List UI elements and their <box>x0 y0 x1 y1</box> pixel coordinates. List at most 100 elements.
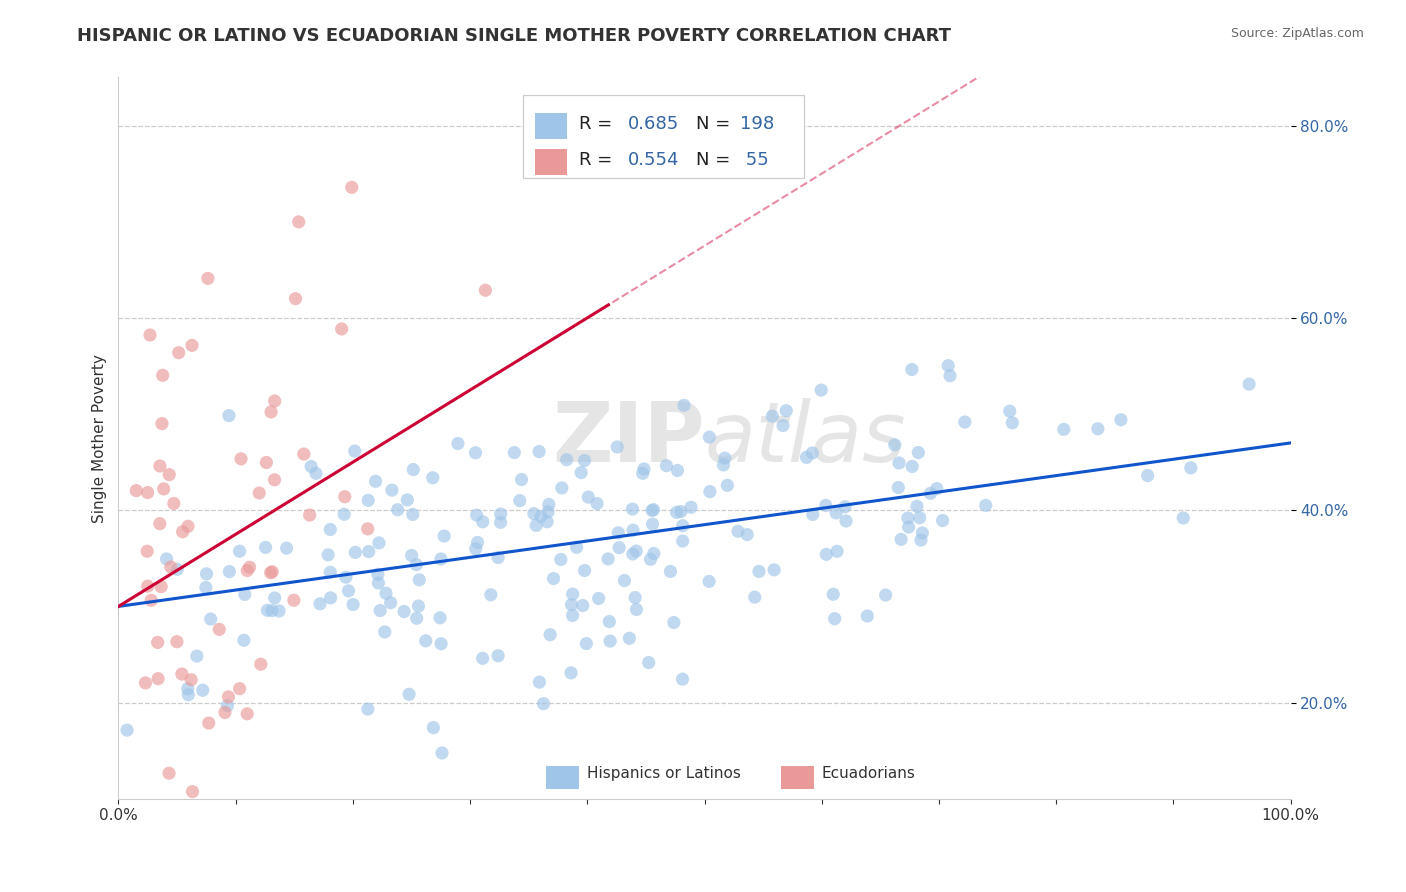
Text: Source: ZipAtlas.com: Source: ZipAtlas.com <box>1230 27 1364 40</box>
Point <box>330 322 353 336</box>
Point <box>908 510 931 524</box>
Text: Hispanics or Latinos: Hispanics or Latinos <box>588 766 741 781</box>
Point <box>218 565 240 579</box>
Point <box>422 471 444 485</box>
Point <box>655 458 678 473</box>
Point <box>671 672 693 686</box>
Point <box>233 587 256 601</box>
Point <box>408 599 430 613</box>
Point <box>208 623 231 637</box>
Point <box>887 456 910 470</box>
Point <box>319 566 342 580</box>
Point <box>1087 422 1109 436</box>
Point <box>387 502 409 516</box>
Point <box>260 566 283 580</box>
Point <box>939 368 962 383</box>
Point <box>486 550 509 565</box>
Point <box>381 483 404 498</box>
Point <box>152 368 174 383</box>
Point <box>489 516 512 530</box>
Point <box>471 651 494 665</box>
Text: R =: R = <box>579 152 619 169</box>
Point <box>631 467 654 481</box>
Point <box>543 572 565 586</box>
Point <box>474 283 496 297</box>
Point <box>659 565 682 579</box>
Point <box>810 383 832 397</box>
Text: N =: N = <box>696 152 737 169</box>
Point <box>405 558 427 572</box>
Point <box>911 526 934 541</box>
Point <box>430 746 453 760</box>
Point <box>890 533 912 547</box>
Point <box>467 535 489 549</box>
Point <box>357 702 380 716</box>
Point <box>357 522 380 536</box>
Point <box>287 215 309 229</box>
Point <box>599 634 621 648</box>
Point <box>713 458 735 472</box>
Point <box>232 633 254 648</box>
Point <box>335 570 357 584</box>
Point <box>342 598 364 612</box>
Point <box>588 591 610 606</box>
Point <box>380 596 402 610</box>
Point <box>254 455 277 469</box>
Point <box>931 514 953 528</box>
Text: R =: R = <box>579 115 619 133</box>
Point <box>1053 422 1076 436</box>
Point <box>621 547 644 561</box>
Point <box>316 548 339 562</box>
Point <box>402 462 425 476</box>
Point <box>697 574 720 589</box>
Point <box>598 615 620 629</box>
Point <box>537 505 560 519</box>
Point <box>396 492 419 507</box>
Point <box>319 523 342 537</box>
Point <box>337 583 360 598</box>
Point <box>267 604 290 618</box>
Point <box>669 504 692 518</box>
Point <box>1237 377 1260 392</box>
Point <box>775 403 797 417</box>
Point <box>560 598 582 612</box>
Point <box>607 525 630 540</box>
Point <box>576 490 599 504</box>
Point <box>401 549 423 563</box>
Point <box>1136 468 1159 483</box>
Point <box>574 453 596 467</box>
Text: HISPANIC OR LATINO VS ECUADORIAN SINGLE MOTHER POVERTY CORRELATION CHART: HISPANIC OR LATINO VS ECUADORIAN SINGLE … <box>77 27 952 45</box>
Point <box>276 541 298 556</box>
Text: Ecuadorians: Ecuadorians <box>821 766 915 781</box>
Point <box>561 608 583 623</box>
Point <box>486 648 509 663</box>
Point <box>197 271 219 285</box>
Point <box>897 520 920 534</box>
Point <box>503 445 526 459</box>
Point <box>392 605 415 619</box>
Point <box>374 624 396 639</box>
Point <box>115 723 138 738</box>
FancyBboxPatch shape <box>523 95 804 178</box>
Point <box>626 602 648 616</box>
Point <box>801 508 824 522</box>
Point <box>333 508 356 522</box>
Point <box>561 587 583 601</box>
Point <box>155 552 177 566</box>
Point <box>641 503 664 517</box>
Point <box>263 591 285 605</box>
Point <box>606 440 628 454</box>
Point <box>875 588 897 602</box>
Point <box>150 580 173 594</box>
Point <box>665 505 688 519</box>
Point <box>772 418 794 433</box>
Point <box>197 716 219 731</box>
Point <box>907 445 929 459</box>
Point <box>146 672 169 686</box>
Point <box>489 507 512 521</box>
Point <box>229 451 252 466</box>
Point <box>586 496 609 510</box>
Point <box>672 534 695 549</box>
Point <box>305 467 328 481</box>
Point <box>292 447 315 461</box>
